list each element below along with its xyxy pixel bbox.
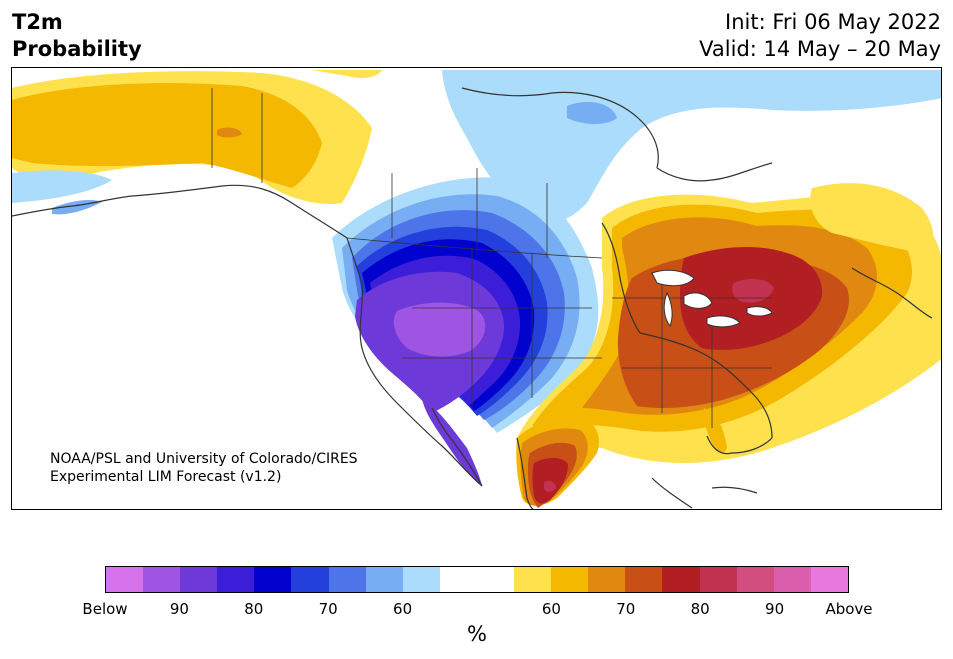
colorbar-segment [439,567,477,592]
title-variable: T2m [12,10,63,34]
colorbar-tick-label: Above [825,600,873,618]
cold-patch-hudson [567,102,617,124]
colorbar-segment [773,567,811,592]
colorbar-segment [699,567,737,592]
colorbar-segment [551,567,589,592]
colorbar-segment [217,567,255,592]
map-credit: NOAA/PSL and University of Colorado/CIRE… [50,451,358,485]
coastlines [12,87,933,509]
colorbar-tick-label: 80 [244,600,264,618]
colorbar-segment [291,567,329,592]
colorbar-segment [328,567,366,592]
warm-core-texas-red [532,457,568,504]
colorbar-tick-label: 90 [765,600,785,618]
forecast-dates: Init: Fri 06 May 2022 Valid: 14 May – 20… [699,9,941,63]
colorbar [105,566,849,593]
colorbar-segment [106,567,144,592]
great-lakes [651,269,773,328]
colorbar-tick-label: 70 [318,600,338,618]
warm-region-northwest-gold [12,83,322,188]
credit-line-2: Experimental LIM Forecast (v1.2) [50,469,281,485]
init-date: Init: Fri 06 May 2022 [725,10,941,34]
colorbar-tick-label: 80 [690,600,710,618]
map-title: T2m Probability [12,9,142,63]
warm-core-east-rose [732,278,774,303]
cold-patch-alaska [12,170,112,203]
colorbar-segment [476,567,515,592]
colorbar-tick-label: Below [82,600,128,618]
colorbar-segment [254,567,292,592]
colorbar-tick-label: 60 [393,600,413,618]
colorbar-segment [402,567,440,592]
colorbar-segment [736,567,774,592]
warm-core-texas-rose [544,480,556,492]
warm-region-labrador-yellow [810,183,934,253]
cold-region-arctic-light [442,70,941,222]
colorbar-segment [514,567,552,592]
colorbar-segment [143,567,181,592]
colorbar-tick-label: 70 [616,600,636,618]
colorbar-tick-label: 90 [169,600,189,618]
colorbar-segment [180,567,218,592]
map-canvas: NOAA/PSL and University of Colorado/CIRE… [12,70,941,509]
colorbar-segment [662,567,700,592]
title-type: Probability [12,37,142,61]
colorbar-segment [625,567,663,592]
colorbar-unit: % [467,622,487,646]
credit-line-1: NOAA/PSL and University of Colorado/CIRE… [50,451,358,467]
colorbar-segment [810,567,848,592]
cold-core-lilac [393,302,486,357]
colorbar-segment [588,567,626,592]
cold-tongue-baja [422,398,482,486]
colorbar-tick-label: 60 [541,600,561,618]
warm-region-florida [703,408,727,453]
colorbar-segment [365,567,403,592]
probability-map: NOAA/PSL and University of Colorado/CIRE… [11,67,942,510]
valid-range: Valid: 14 May – 20 May [699,37,941,61]
warm-spot-northwest [217,127,242,138]
warm-strip-north [312,70,382,78]
